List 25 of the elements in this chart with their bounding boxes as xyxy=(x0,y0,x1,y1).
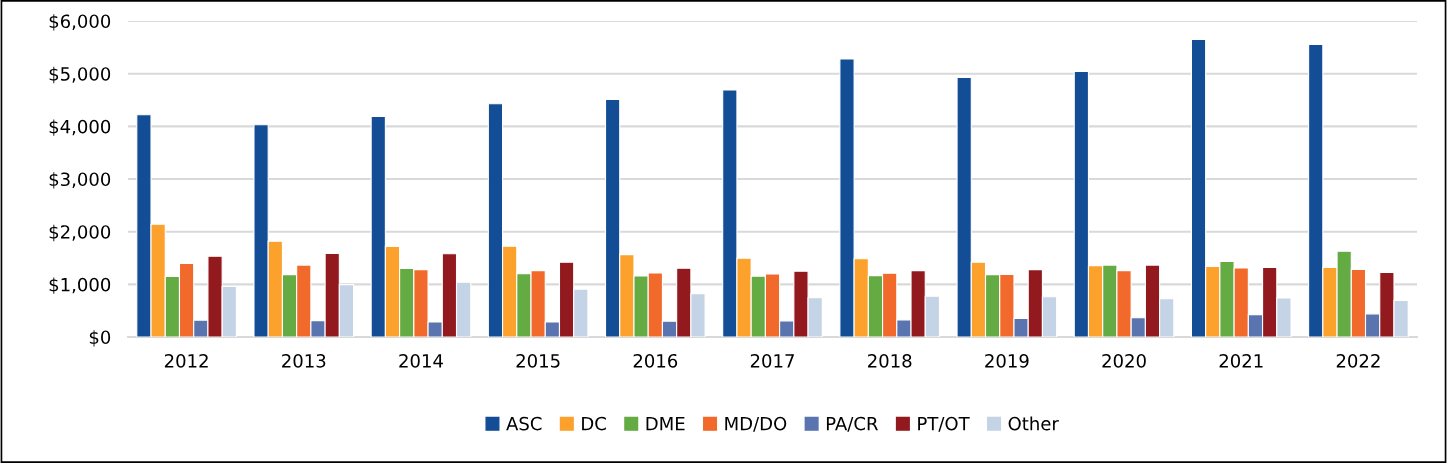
x-tick-label: 2013 xyxy=(282,353,326,368)
legend-label: Other xyxy=(1008,416,1059,431)
y-tick-label: $3,000 xyxy=(49,172,111,189)
x-tick-label: 2022 xyxy=(1336,353,1380,368)
y-tick-label: $6,000 xyxy=(49,14,111,31)
x-tick-label: 2019 xyxy=(985,353,1029,368)
legend-label: MD/DO xyxy=(725,416,787,432)
legend-label: DME xyxy=(646,417,685,431)
x-tick-label: 2014 xyxy=(399,353,443,368)
legend-label: DC xyxy=(582,416,606,431)
y-tick-label: $0 xyxy=(89,330,111,347)
x-tick-label: 2012 xyxy=(164,353,208,368)
x-tick-label: 2018 xyxy=(868,353,912,368)
y-tick-label: $2,000 xyxy=(49,224,111,242)
y-tick-label: $4,000 xyxy=(49,119,111,136)
x-tick-label: 2016 xyxy=(633,353,678,368)
x-tick-label: 2020 xyxy=(1102,353,1146,368)
x-tick-label: 2015 xyxy=(516,353,560,368)
x-tick-label: 2017 xyxy=(750,353,794,368)
y-tick-label: $5,000 xyxy=(49,66,111,84)
y-tick-label: $1,000 xyxy=(49,277,111,294)
legend-label: ASC xyxy=(506,416,542,431)
legend-label: PT/OT xyxy=(918,416,970,432)
x-tick-label: 2021 xyxy=(1219,353,1263,368)
legend-label: PA/CR xyxy=(826,416,878,432)
